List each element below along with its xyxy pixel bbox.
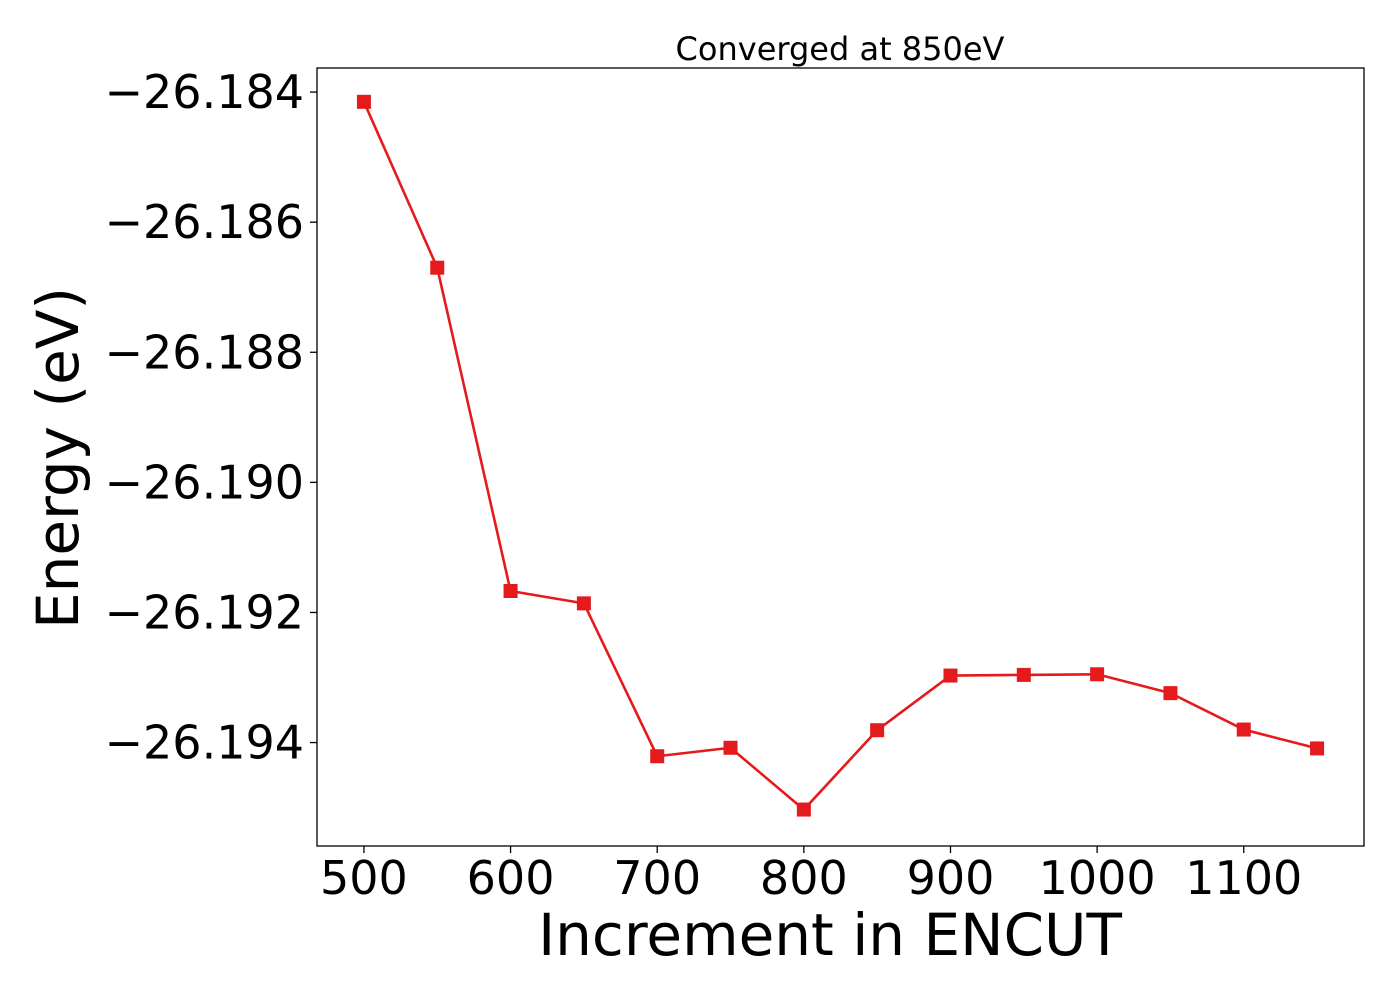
data-point-marker xyxy=(1090,667,1105,682)
data-point-marker xyxy=(796,802,811,817)
data-point-marker xyxy=(650,749,665,764)
plot-series xyxy=(356,94,1325,817)
x-axis-label: Increment in ENCUT xyxy=(538,901,1122,969)
y-tick-label: −26.194 xyxy=(105,716,305,770)
data-point-marker xyxy=(870,723,885,738)
x-axis-ticks: 500 600 700 800 900 1000 1100 xyxy=(320,846,1302,905)
x-tick-label: 1100 xyxy=(1185,851,1302,905)
y-tick-label: −26.192 xyxy=(105,585,305,639)
data-point-marker xyxy=(1016,667,1031,682)
x-tick-label: 800 xyxy=(760,851,848,905)
y-axis-ticks: −26.184 −26.186 −26.188 −26.190 −26.192 −26.1… xyxy=(105,65,317,770)
data-point-marker xyxy=(1163,686,1178,701)
x-tick-label: 600 xyxy=(467,851,555,905)
data-point-marker xyxy=(723,740,738,755)
x-tick-label: 500 xyxy=(320,851,408,905)
y-tick-label: −26.190 xyxy=(105,455,305,509)
x-tick-label: 700 xyxy=(613,851,701,905)
data-point-marker xyxy=(1236,722,1251,737)
y-tick-label: −26.188 xyxy=(105,325,305,379)
y-tick-label: −26.186 xyxy=(105,195,305,249)
plot-frame xyxy=(316,67,1365,847)
y-axis-label: Energy (eV) xyxy=(24,287,92,629)
chart-title: Converged at 850eV xyxy=(676,30,1005,68)
data-point-marker xyxy=(1310,741,1325,756)
data-point-marker xyxy=(356,94,371,109)
x-tick-label: 900 xyxy=(907,851,995,905)
data-point-marker xyxy=(943,668,958,683)
series-line xyxy=(362,101,1318,811)
y-tick-label: −26.184 xyxy=(105,65,305,119)
x-tick-label: 1000 xyxy=(1039,851,1156,905)
data-point-marker xyxy=(576,596,591,611)
data-point-marker xyxy=(430,260,445,275)
data-point-marker xyxy=(503,584,518,599)
